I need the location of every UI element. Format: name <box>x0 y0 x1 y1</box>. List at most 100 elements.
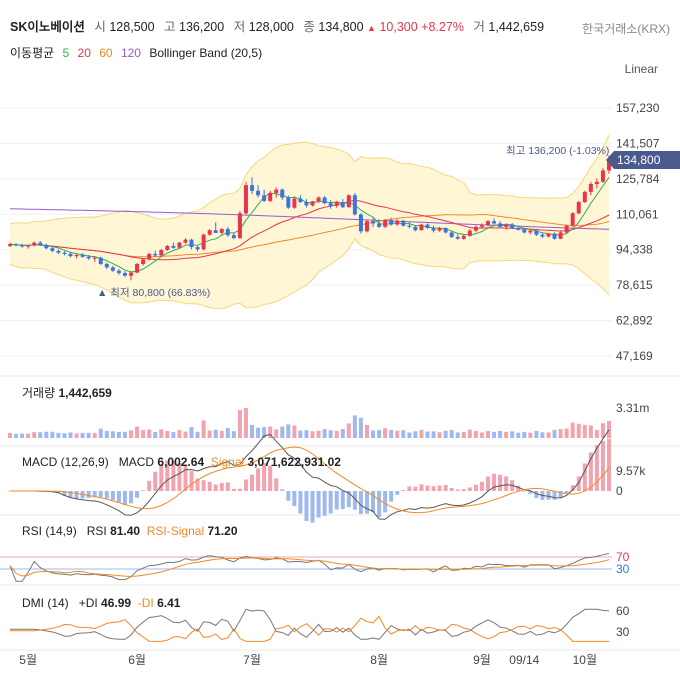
macd-histogram-bar <box>558 491 563 499</box>
rsi-title: RSI (14,9) <box>22 524 77 538</box>
macd-histogram-bar <box>262 463 267 491</box>
volume-bar <box>383 428 388 438</box>
volume-bar <box>183 431 188 438</box>
macd-histogram-bar <box>56 491 61 494</box>
change-value: 10,300 <box>379 20 418 34</box>
volume-bar <box>225 428 230 438</box>
macd-histogram-bar <box>183 464 188 491</box>
macd-histogram-bar <box>346 491 351 508</box>
macd-histogram-bar <box>461 489 466 491</box>
volume-bar <box>165 431 170 438</box>
candle-body <box>594 181 599 185</box>
candle-body <box>171 245 176 248</box>
candle-body <box>304 202 309 206</box>
scale-mode-dropdown[interactable]: Linear <box>624 62 658 76</box>
volume-bar <box>237 410 242 438</box>
candle-body <box>280 189 285 198</box>
volume-bar <box>159 429 164 438</box>
ma-legend[interactable]: 이동평균 5 20 60 120 Bollinger Band (20,5) <box>10 44 267 61</box>
volume-bar <box>352 415 357 438</box>
volume-bar <box>286 424 291 438</box>
candle-body <box>328 203 333 206</box>
volume-bar <box>564 428 569 438</box>
candle-body <box>607 158 611 171</box>
candle-body <box>219 229 224 233</box>
volume-bar <box>582 424 587 438</box>
candle-body <box>564 225 569 233</box>
macd-line <box>10 429 610 520</box>
candle-body <box>231 235 236 239</box>
candle-body <box>141 259 146 264</box>
volume-bar <box>298 430 303 438</box>
candle-body <box>352 195 357 215</box>
stock-name: SK이노베이션 <box>10 20 85 34</box>
macd-histogram-bar <box>552 491 557 500</box>
macd-histogram-bar <box>213 484 218 491</box>
volume-bar <box>171 432 176 438</box>
volume-bar <box>177 430 182 438</box>
volume-bar <box>195 431 200 438</box>
dmi-plus-value: 46.99 <box>101 596 132 610</box>
macd-histogram-bar <box>528 491 533 494</box>
volume-bar <box>407 432 412 438</box>
volume-bar <box>358 417 363 438</box>
candle-body <box>389 220 394 225</box>
bollinger-lower-line <box>9 238 610 310</box>
volume-bar <box>364 424 369 438</box>
volume-bar <box>135 426 140 438</box>
max-price-note: 최고 136,200 (-1.03%) <box>506 145 609 157</box>
volume-bar <box>322 429 327 438</box>
last-price-tag <box>606 151 680 169</box>
macd-histogram-bar <box>395 491 400 495</box>
price-y-tick-label: 125,784 <box>616 172 660 186</box>
x-tick-label: 9월 <box>473 653 491 667</box>
volume-bar <box>510 431 515 438</box>
macd-series-label: MACD <box>118 455 155 469</box>
volume-bar <box>32 432 37 438</box>
macd-histogram-bar <box>582 463 587 491</box>
candle-body <box>485 221 490 226</box>
macd-histogram-bar <box>177 463 182 491</box>
volume-bar <box>377 430 382 438</box>
macd-histogram-bar <box>225 482 230 491</box>
candle-body <box>498 223 503 227</box>
macd-histogram-bar <box>455 489 460 491</box>
price-y-tick-label: 157,230 <box>616 101 660 115</box>
macd-histogram-bar <box>498 474 503 491</box>
close-value: 134,800 <box>318 20 364 34</box>
macd-histogram-bar <box>389 491 394 502</box>
candle-body <box>237 213 242 239</box>
macd-histogram-bar <box>607 438 611 491</box>
candle-body <box>461 235 466 239</box>
candle-body <box>534 230 539 235</box>
volume-bar <box>371 430 376 438</box>
x-tick-label: 6월 <box>128 653 146 667</box>
macd-histogram-bar <box>407 486 412 491</box>
ma20-line <box>9 199 610 261</box>
dmi-y-tick-label: 30 <box>616 625 630 639</box>
candle-body <box>183 239 188 243</box>
candle-body <box>225 229 230 236</box>
macd-histogram-bar <box>274 478 279 491</box>
candle-body <box>455 236 460 239</box>
macd-histogram-bar <box>243 479 248 491</box>
candle-body <box>552 233 557 239</box>
rsi-value: 81.40 <box>110 524 141 538</box>
rsi-signal-label: RSI-Signal <box>146 524 205 538</box>
candle-body <box>492 221 497 224</box>
volume-y-tick-label: 3.31m <box>616 401 649 415</box>
macd-histogram-bar <box>492 473 497 491</box>
macd-histogram-bar <box>268 465 273 491</box>
volume-bar <box>558 429 563 438</box>
candle-body <box>195 247 200 250</box>
macd-histogram-bar <box>141 490 146 491</box>
x-tick-label: 09/14 <box>509 653 539 667</box>
rsi-series-label: RSI <box>86 524 107 538</box>
volume-bar <box>316 430 321 438</box>
volume-bar <box>552 429 557 438</box>
candle-body <box>262 195 267 201</box>
macd-histogram-bar <box>546 491 551 500</box>
price-y-tick-label: 141,507 <box>616 136 660 150</box>
volume-bar <box>413 431 418 438</box>
